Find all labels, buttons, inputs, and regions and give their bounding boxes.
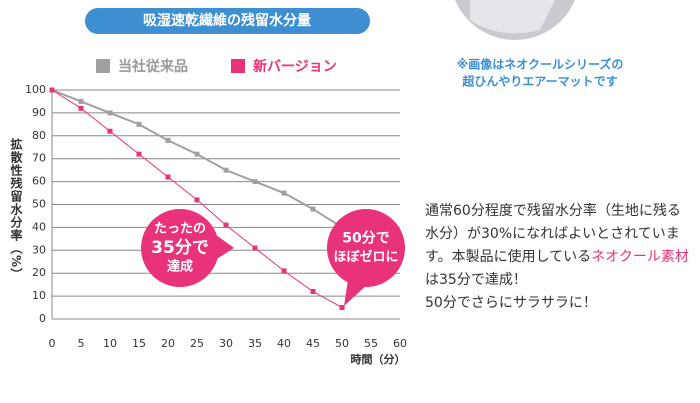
description-text: は35分で達成！: [425, 272, 527, 288]
y-tick-label: 80: [32, 129, 46, 142]
callout: [327, 209, 405, 287]
point: [339, 305, 345, 311]
point: [194, 151, 200, 157]
point: [78, 98, 84, 104]
y-tick-label: 50: [32, 198, 46, 211]
y-tick-label: 0: [39, 312, 46, 325]
legend-swatch: [231, 59, 245, 73]
y-tick-label: 100: [25, 83, 46, 96]
x-tick-label: 15: [132, 337, 146, 350]
y-tick-label: 60: [32, 175, 46, 188]
image-note: ※画像はネオクールシリーズの: [457, 57, 624, 72]
point: [310, 206, 316, 212]
image-note: 超ひんやりエアーマットです: [461, 74, 617, 89]
description: 通常60分程度で残留水分率（生地に残る水分）が30%になればよいとされています。…: [425, 200, 693, 315]
x-tick-label: 10: [103, 337, 117, 350]
legend-label: 新バージョン: [253, 58, 337, 75]
y-tick-label: 40: [32, 220, 46, 233]
point: [78, 105, 84, 111]
x-tick-label: 60: [393, 337, 407, 350]
x-tick-label: 40: [277, 337, 291, 350]
y-tick-label: 10: [32, 289, 46, 302]
x-tick-label: 30: [219, 337, 233, 350]
point: [252, 179, 258, 185]
legend-label: 当社従来品: [118, 58, 188, 75]
point: [281, 190, 287, 196]
callout-text: 50分で: [342, 231, 389, 247]
point: [281, 268, 287, 274]
x-tick-label: 0: [49, 337, 56, 350]
point: [107, 110, 113, 116]
point: [107, 128, 113, 134]
callout-text: たったの: [154, 222, 206, 237]
point: [165, 137, 171, 143]
x-tick-label: 50: [335, 337, 349, 350]
point: [136, 151, 142, 157]
x-tick-label: 20: [161, 337, 175, 350]
description-highlight: ネオクール素材: [591, 249, 689, 265]
x-tick-label: 25: [190, 337, 204, 350]
x-tick-label: 35: [248, 337, 262, 350]
point: [194, 197, 200, 203]
point: [165, 174, 171, 180]
y-tick-label: 30: [32, 243, 46, 256]
callout-text: 達成: [167, 259, 193, 275]
y-tick-label: 90: [32, 106, 46, 119]
title-pill: [85, 8, 370, 34]
legend-swatch: [96, 59, 110, 73]
x-tick-label: 45: [306, 337, 320, 350]
y-axis-label: 拡散性残留水分率（%）: [9, 138, 23, 282]
x-axis-label: 時間（分）: [351, 352, 406, 366]
product-image-highlight: [470, 0, 555, 34]
description-text: 通常60分程度で残留水分率（生地に残る水分）が30%になればよいとされています。…: [425, 203, 681, 265]
point: [136, 121, 142, 127]
point: [223, 167, 229, 173]
description-text: 50分でさらにサラサラに！: [425, 295, 597, 311]
callout: [141, 209, 219, 287]
point: [310, 289, 316, 295]
y-tick-label: 20: [32, 266, 46, 279]
y-tick-label: 70: [32, 152, 46, 165]
point: [252, 245, 258, 251]
point: [223, 222, 229, 228]
chart-title: 吸湿速乾繊維の残留水分量: [143, 12, 311, 29]
point: [49, 87, 55, 93]
x-tick-label: 5: [78, 337, 85, 350]
callout-text: ほぼゼロに: [333, 249, 398, 265]
callout-text: 35分で: [151, 238, 209, 258]
x-tick-label: 55: [364, 337, 378, 350]
